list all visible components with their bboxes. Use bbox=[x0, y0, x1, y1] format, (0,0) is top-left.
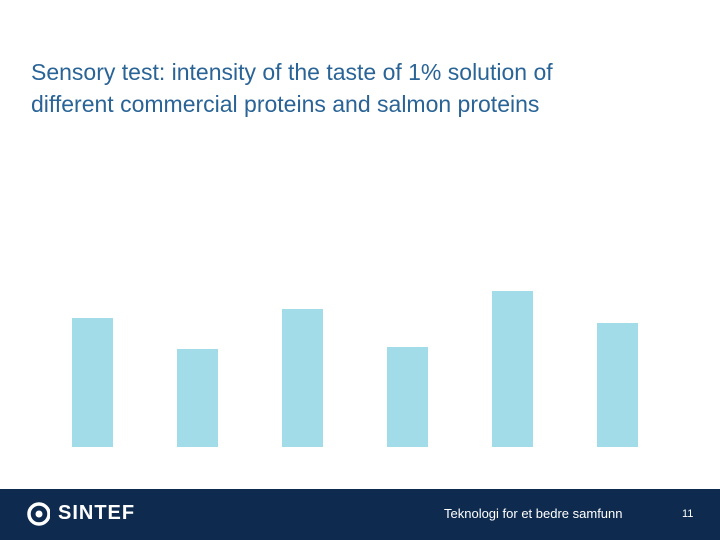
bar bbox=[177, 349, 218, 447]
logo-ring bbox=[27, 502, 50, 526]
chart bbox=[72, 291, 638, 447]
page-number: 11 bbox=[682, 508, 694, 520]
logo-text: SINTEF bbox=[58, 502, 136, 524]
tagline: Teknologi for et bedre samfunn bbox=[444, 506, 623, 521]
bar bbox=[597, 323, 638, 447]
bar bbox=[492, 291, 533, 447]
slide-title: Sensory test: intensity of the taste of … bbox=[31, 59, 553, 117]
footer: SINTEF Teknologi for et bedre samfunn 11 bbox=[0, 489, 720, 540]
bar bbox=[282, 309, 323, 447]
bar bbox=[387, 347, 428, 447]
logo-icon bbox=[27, 502, 50, 526]
bar bbox=[72, 318, 113, 447]
logo-dot bbox=[35, 510, 43, 518]
